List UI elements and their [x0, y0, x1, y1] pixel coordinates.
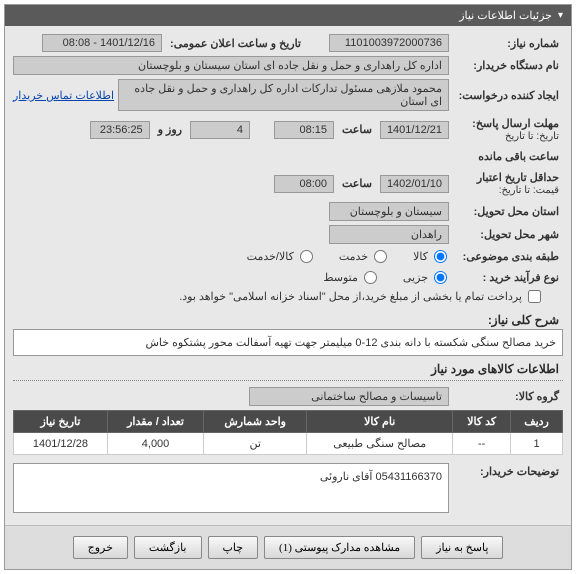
- payment-checkbox-group[interactable]: پرداخت تمام یا بخشی از مبلغ خرید،از محل …: [179, 290, 543, 303]
- radio-medium[interactable]: [364, 271, 377, 284]
- category-goods-radio[interactable]: کالا: [413, 250, 449, 263]
- panel-title: جزئیات اطلاعات نیاز: [459, 9, 552, 22]
- category-service-radio[interactable]: خدمت: [339, 250, 389, 263]
- deadline-time: 08:15: [274, 121, 334, 139]
- validity-date: 1402/01/10: [380, 175, 449, 193]
- need-desc-label: شرح کلی نیاز:: [13, 307, 563, 329]
- radio-partial-label: جزیی: [403, 271, 428, 284]
- purchase-partial-radio[interactable]: جزیی: [403, 271, 449, 284]
- deadline-remain: 23:56:25: [90, 121, 150, 139]
- col-qty: تعداد / مقدار: [107, 411, 203, 433]
- deadline-remain-label: ساعت باقی مانده: [474, 148, 563, 165]
- need-number-value: 1101003972000736: [329, 34, 449, 52]
- validity-label: حداقل تاریخ اعتبار قیمت: تا تاریخ:: [453, 169, 563, 198]
- payment-checkbox[interactable]: [528, 290, 541, 303]
- cell-qty: 4,000: [107, 433, 203, 455]
- radio-service[interactable]: [374, 250, 387, 263]
- need-number-label: شماره نیاز:: [453, 35, 563, 52]
- buyer-org-label: نام دستگاه خریدار:: [453, 57, 563, 74]
- toggle-icon: ▾: [558, 10, 563, 21]
- public-datetime-label: تاریخ و ساعت اعلان عمومی:: [166, 35, 305, 52]
- cell-unit: تن: [204, 433, 307, 455]
- requester-label: ایجاد کننده درخواست:: [453, 87, 563, 104]
- cell-row: 1: [511, 433, 563, 455]
- radio-both-label: کالا/خدمت: [247, 250, 294, 263]
- deadline-days-label: روز و: [154, 121, 186, 138]
- buyer-contact-link[interactable]: اطلاعات تماس خریدار: [13, 89, 114, 102]
- purchase-type-label: نوع فرآیند خرید :: [453, 269, 563, 286]
- panel-header[interactable]: ▾ جزئیات اطلاعات نیاز: [5, 5, 571, 26]
- cell-name: مصالح سنگی طبیعی: [307, 433, 453, 455]
- need-details-panel: ▾ جزئیات اطلاعات نیاز شماره نیاز: 110100…: [4, 4, 572, 570]
- deadline-label: مهلت ارسال پاسخ: تاریخ: تا تاریخ: [453, 115, 563, 144]
- goods-group-label: گروه کالا:: [453, 388, 563, 405]
- col-date: تاریخ نیاز: [14, 411, 108, 433]
- buyer-notes-value: 05431166370 آقای ناروئی: [13, 463, 449, 513]
- public-datetime-value: 1401/12/16 - 08:08: [42, 34, 162, 52]
- category-label: طبقه بندی موضوعی:: [453, 248, 563, 265]
- province-value: سیستان و بلوچستان: [329, 202, 449, 221]
- deadline-days: 4: [190, 121, 250, 139]
- respond-button[interactable]: پاسخ به نیاز: [421, 536, 503, 559]
- requester-value: محمود ملازهی مسئول تدارکات اداره کل راهد…: [118, 79, 449, 111]
- deadline-time-label: ساعت: [338, 121, 376, 138]
- button-bar: پاسخ به نیاز مشاهده مدارک پیوستی (1) چاپ…: [5, 525, 571, 569]
- cell-date: 1401/12/28: [14, 433, 108, 455]
- col-code: کد کالا: [453, 411, 511, 433]
- col-name: نام کالا: [307, 411, 453, 433]
- category-both-radio[interactable]: کالا/خدمت: [247, 250, 315, 263]
- need-desc-value: خرید مصالح سنگی شکسته با دانه بندی 12-0 …: [13, 329, 563, 356]
- deadline-date: 1401/12/21: [380, 121, 449, 139]
- payment-note: پرداخت تمام یا بخشی از مبلغ خرید،از محل …: [179, 290, 522, 303]
- panel-body: شماره نیاز: 1101003972000736 تاریخ و ساع…: [5, 26, 571, 525]
- validity-time-label: ساعت: [338, 175, 376, 192]
- radio-partial[interactable]: [434, 271, 447, 284]
- col-unit: واحد شمارش: [204, 411, 307, 433]
- radio-goods-label: کالا: [413, 250, 428, 263]
- attachments-button[interactable]: مشاهده مدارک پیوستی (1): [264, 536, 415, 559]
- city-value: راهدان: [329, 225, 449, 244]
- goods-group-value: تاسیسات و مصالح ساختمانی: [249, 387, 449, 406]
- cell-code: --: [453, 433, 511, 455]
- city-label: شهر محل تحویل:: [453, 226, 563, 243]
- exit-button[interactable]: خروج: [73, 536, 128, 559]
- items-section-title: اطلاعات کالاهای مورد نیاز: [13, 356, 563, 381]
- buyer-org-value: اداره کل راهداری و حمل و نقل جاده ای است…: [13, 56, 449, 75]
- validity-time: 08:00: [274, 175, 334, 193]
- province-label: استان محل تحویل:: [453, 203, 563, 220]
- items-table: ردیف کد کالا نام کالا واحد شمارش تعداد /…: [13, 410, 563, 455]
- col-row: ردیف: [511, 411, 563, 433]
- radio-medium-label: متوسط: [323, 271, 358, 284]
- radio-goods[interactable]: [434, 250, 447, 263]
- back-button[interactable]: بازگشت: [134, 536, 202, 559]
- purchase-medium-radio[interactable]: متوسط: [323, 271, 379, 284]
- radio-both[interactable]: [300, 250, 313, 263]
- radio-service-label: خدمت: [339, 250, 368, 263]
- print-button[interactable]: چاپ: [208, 536, 259, 559]
- table-row[interactable]: 1 -- مصالح سنگی طبیعی تن 4,000 1401/12/2…: [14, 433, 563, 455]
- buyer-notes-label: توضیحات خریدار:: [453, 463, 563, 480]
